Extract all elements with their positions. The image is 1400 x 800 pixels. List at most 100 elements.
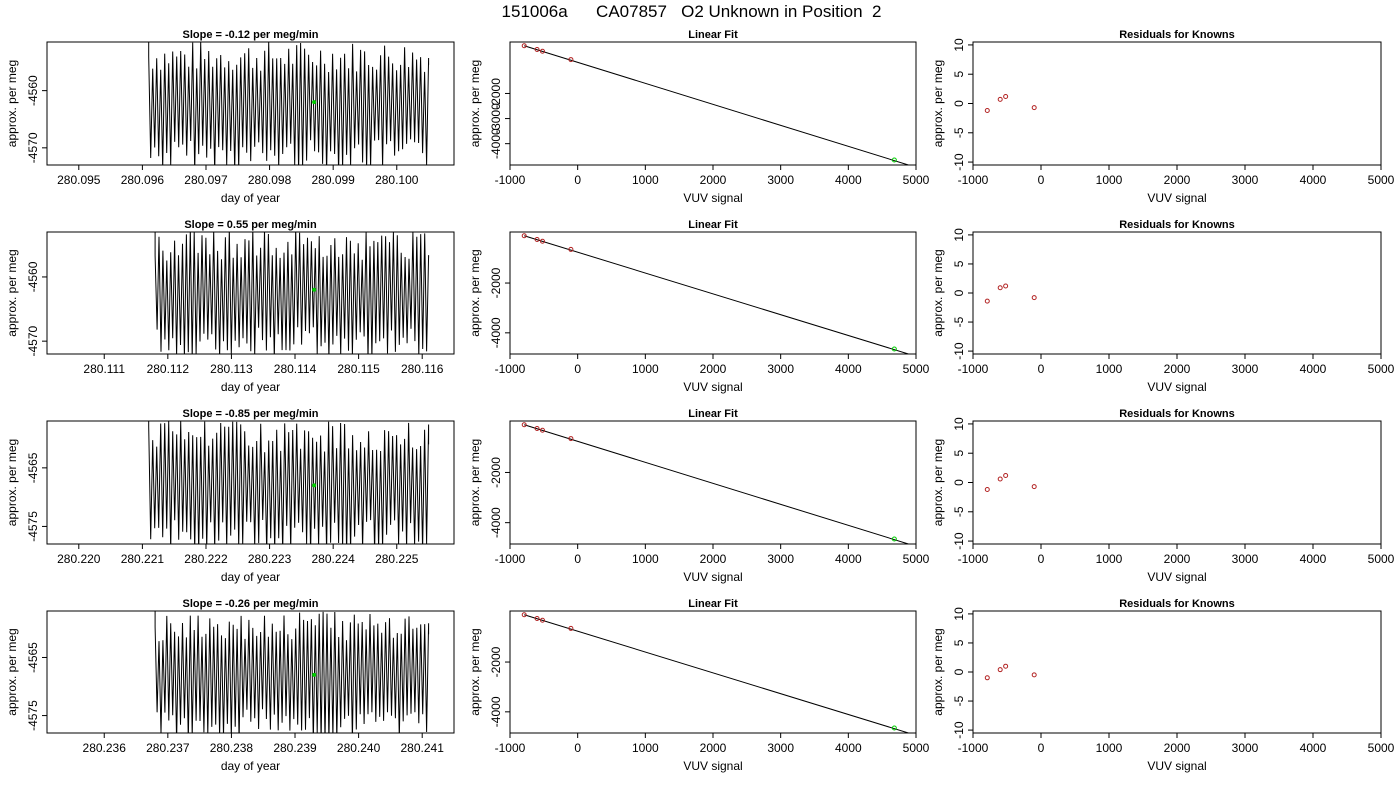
x-tick-label: 0: [1038, 362, 1045, 376]
y-tick-label: -4000: [489, 696, 503, 727]
known-point: [997, 476, 1003, 482]
panel-title: Residuals for Knowns: [1119, 598, 1235, 610]
x-tick-label: 280.113: [210, 362, 253, 376]
y-tick-label: -4570: [26, 132, 40, 163]
y-tick-label: 0: [952, 289, 966, 296]
y-axis-label: approx. per meg: [5, 628, 19, 715]
x-tick-label: -1000: [958, 741, 989, 755]
plot-area: [154, 232, 430, 354]
y-tick-label: 0: [952, 479, 966, 486]
y-axis-label: approx. per meg: [5, 249, 19, 336]
known-point: [568, 246, 574, 252]
x-tick-label: 2000: [1164, 552, 1191, 566]
known-point: [534, 426, 540, 432]
highlight-point: [312, 287, 317, 292]
known-point: [1031, 295, 1037, 301]
x-tick-label: 1000: [632, 173, 659, 187]
plot-frame: [509, 41, 917, 166]
x-tick-label: 3000: [767, 362, 794, 376]
panel-title: Slope = -0.12 per meg/min: [182, 29, 318, 41]
highlight-point: [312, 483, 317, 488]
plot-area: [984, 663, 1037, 681]
y-tick-label: 5: [952, 450, 966, 457]
x-tick-label: 5000: [1368, 741, 1395, 755]
y-tick-label: -4000: [489, 317, 503, 348]
fit-line: [524, 424, 910, 544]
x-axis-label: VUV signal: [683, 380, 742, 394]
panel-linear-fit-3: Linear Fit -1000 0 1000 2000 3000 4000 5000 -200…: [468, 598, 930, 773]
x-tick-label: 280.112: [147, 362, 190, 376]
x-tick-label: 280.116: [401, 362, 444, 376]
known-point: [568, 436, 574, 442]
unknown-point: [891, 346, 897, 352]
known-point: [521, 233, 527, 239]
x-tick-label: 4000: [1300, 173, 1327, 187]
x-tick-label: -1000: [495, 741, 526, 755]
panel-title: Slope = 0.55 per meg/min: [184, 219, 317, 231]
y-tick-label: -2000: [489, 457, 503, 488]
x-tick-label: 1000: [1096, 362, 1123, 376]
x-tick-label: 280.223: [248, 552, 292, 566]
plot-area: [154, 611, 430, 733]
x-tick-label: 280.222: [184, 552, 228, 566]
panel-title: Residuals for Knowns: [1119, 219, 1235, 231]
x-tick-label: 0: [1038, 552, 1045, 566]
x-tick-label: 280.096: [121, 173, 165, 187]
plot-frame: [46, 231, 455, 355]
y-tick-label: -4575: [26, 700, 40, 731]
x-tick-label: 0: [574, 362, 581, 376]
x-tick-label: 4000: [1300, 362, 1327, 376]
x-tick-label: 5000: [903, 173, 930, 187]
plot-area: [148, 42, 430, 165]
known-point: [539, 427, 545, 433]
x-tick-label: 280.237: [146, 741, 190, 755]
plot-frame: [46, 610, 455, 734]
panel-residuals-2: Residuals for Knowns -1000 0 1000 2000 3000 40…: [931, 408, 1395, 584]
y-tick-label: -3000: [489, 103, 503, 134]
x-tick-label: 1000: [1096, 552, 1123, 566]
x-tick-label: 280.220: [57, 552, 101, 566]
y-tick-label: 10: [952, 228, 966, 242]
x-axis-label: VUV signal: [683, 759, 742, 773]
plot-frame: [509, 231, 917, 355]
plot-area: [521, 422, 910, 544]
plot-area: [984, 283, 1037, 304]
x-tick-label: 280.095: [57, 173, 101, 187]
y-tick-label: 5: [952, 639, 966, 646]
x-tick-label: 3000: [767, 741, 794, 755]
known-point: [1003, 93, 1009, 99]
y-tick-label: -10: [952, 721, 966, 739]
known-point: [984, 108, 990, 114]
x-tick-label: 3000: [767, 552, 794, 566]
known-point: [1003, 472, 1009, 478]
x-axis-label: VUV signal: [683, 191, 742, 205]
time-series-line: [154, 611, 430, 733]
x-tick-label: 280.221: [121, 552, 165, 566]
x-tick-label: 280.115: [337, 362, 380, 376]
x-axis-label: VUV signal: [1147, 759, 1206, 773]
y-tick-label: -4560: [26, 75, 40, 106]
y-tick-label: -10: [952, 342, 966, 360]
y-tick-label: -4570: [26, 325, 40, 356]
fit-line: [524, 235, 910, 354]
x-axis-label: day of year: [221, 759, 280, 773]
y-axis-label: approx. per meg: [5, 60, 19, 147]
time-series-line: [154, 232, 430, 354]
x-tick-label: 5000: [1368, 362, 1395, 376]
y-tick-label: -5: [952, 695, 966, 706]
y-tick-label: -4000: [489, 128, 503, 159]
y-tick-label: -4575: [26, 511, 40, 542]
x-tick-label: 1000: [1096, 741, 1123, 755]
known-point: [534, 236, 540, 242]
known-point: [1031, 672, 1037, 678]
known-point: [997, 285, 1003, 291]
panel-time-series-0: Slope = -0.12 per meg/min 280.095 280.096 2…: [5, 29, 455, 205]
known-point: [539, 238, 545, 244]
x-tick-label: 280.239: [273, 741, 317, 755]
x-tick-label: 0: [1038, 173, 1045, 187]
plot-frame: [46, 420, 455, 545]
x-tick-label: 280.099: [311, 173, 355, 187]
y-tick-label: 10: [952, 38, 966, 52]
known-point: [1003, 283, 1009, 289]
